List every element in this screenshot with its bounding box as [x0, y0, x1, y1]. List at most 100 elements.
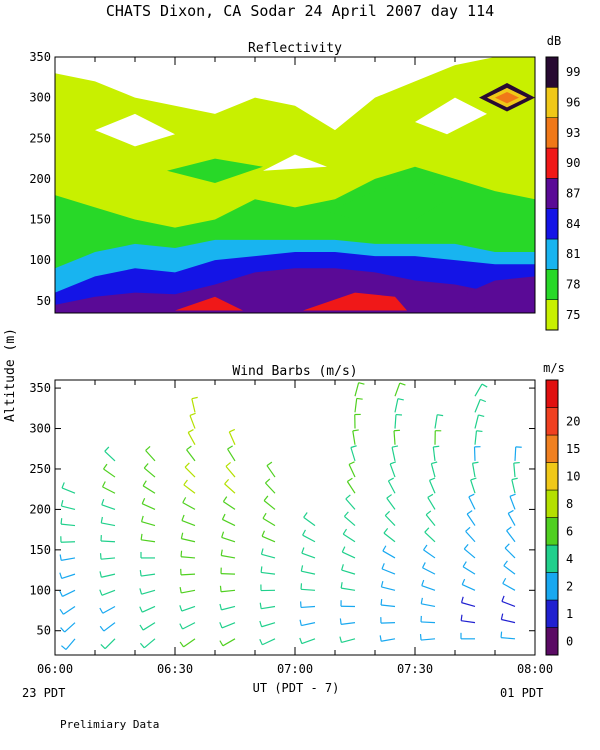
- wind-barb: [383, 532, 396, 543]
- wind-barb: [61, 573, 76, 580]
- wind-barb-flag: [433, 445, 440, 448]
- wind-barb: [466, 513, 476, 526]
- wind-barb: [461, 584, 476, 591]
- wind-barb: [263, 500, 276, 510]
- wind-barb-flag: [502, 577, 507, 584]
- reflectivity-patch-93: [495, 91, 519, 104]
- wind-barb: [344, 515, 356, 527]
- wind-barb: [389, 463, 396, 478]
- wind-barb: [394, 398, 399, 413]
- wind-barb: [61, 523, 76, 527]
- wind-barb-flag: [101, 481, 106, 488]
- wind-barb: [221, 622, 236, 629]
- wind-barb-flag: [437, 414, 444, 417]
- wind-barb: [384, 515, 396, 527]
- wind-barb-flag: [342, 528, 348, 535]
- wind-barb-flag: [500, 631, 503, 638]
- wind-barb: [352, 430, 356, 445]
- wind-barb: [341, 622, 356, 625]
- wind-barb-flag: [221, 531, 225, 538]
- wind-barb: [222, 518, 236, 527]
- wind-barb: [223, 501, 236, 510]
- wind-barb: [225, 465, 236, 478]
- wind-barb-flag: [99, 553, 102, 560]
- wind-barb-flag: [421, 579, 425, 586]
- wind-barb: [261, 605, 276, 610]
- wind-barb: [189, 415, 196, 429]
- wind-barb: [180, 573, 196, 576]
- wind-barb: [141, 589, 156, 595]
- y-tick-label: 200: [29, 502, 51, 516]
- wind-barb: [143, 467, 156, 478]
- wind-barb-flag: [345, 494, 351, 500]
- x-tick-label: 07:00: [277, 662, 313, 676]
- y-tick-label: 100: [29, 583, 51, 597]
- wind-barb-flag: [358, 382, 365, 385]
- wind-barb: [354, 398, 358, 413]
- colorbar-label: 75: [566, 308, 580, 322]
- wind-barb: [474, 399, 481, 413]
- wind-barb-flag: [468, 493, 475, 498]
- wind-barb-flag: [420, 597, 423, 604]
- wind-barb-flag: [261, 530, 266, 537]
- wind-barb: [183, 638, 196, 648]
- wind-barb-flag: [229, 428, 236, 433]
- wind-barb: [381, 568, 396, 575]
- wind-barb: [142, 485, 156, 494]
- wind-barb: [221, 589, 236, 593]
- colorbar-swatch: [545, 407, 559, 436]
- wind-barb: [468, 496, 476, 510]
- wind-barb-flag: [59, 554, 62, 561]
- wind-barb-flag: [419, 634, 422, 641]
- colorbar-swatch: [545, 269, 559, 300]
- wind-barb-flag: [356, 397, 363, 400]
- wind-barb: [428, 480, 436, 494]
- wind-barb-flag: [511, 477, 518, 481]
- wind-barb: [501, 618, 516, 624]
- colorbar-label: 96: [566, 96, 580, 110]
- wind-barb: [421, 585, 436, 591]
- wind-barb-flag: [139, 624, 144, 631]
- wind-barb: [461, 602, 476, 608]
- reflectivity-panel: Reflectivity 50 100 150 200 250 300 350 75 78 81 84…: [29, 34, 580, 331]
- wind-barb-flag: [461, 578, 466, 585]
- wind-barb-flag: [424, 527, 430, 533]
- wind-barb-flag: [179, 641, 185, 648]
- wind-barb-flag: [104, 446, 110, 452]
- reflectivity-patch-90: [303, 292, 407, 311]
- wind-barb: [181, 538, 196, 543]
- wind-barb: [65, 638, 76, 650]
- wind-barb-flag: [259, 639, 263, 645]
- colorbar-label: 87: [566, 187, 580, 201]
- wind-barb-flag: [99, 607, 104, 614]
- colorbar-swatch: [545, 178, 559, 209]
- y-tick-label: 100: [29, 253, 51, 267]
- wind-barb-flag: [388, 477, 395, 482]
- wind-barb: [463, 548, 476, 559]
- colorbar-frame: [545, 56, 559, 331]
- wind-barb: [141, 605, 156, 613]
- right-time-note: 01 PDT: [500, 686, 543, 700]
- colorbar-label: 4: [566, 552, 573, 566]
- reflectivity-gap: [415, 97, 487, 135]
- wind-barb: [141, 539, 156, 543]
- wind-barb-flag: [101, 498, 105, 506]
- y-tick-label: 50: [37, 294, 51, 308]
- reflectivity-gap: [263, 154, 327, 171]
- wind-barb: [391, 447, 396, 462]
- colorbar-swatch: [545, 489, 559, 518]
- wind-barb: [101, 522, 116, 527]
- wind-barb: [101, 557, 116, 560]
- wind-barb: [103, 468, 116, 478]
- reflectivity-patch-90: [175, 296, 243, 311]
- wind-barb-flag: [382, 545, 387, 552]
- colorbar-swatch: [545, 208, 559, 240]
- wind-barb: [261, 622, 276, 628]
- wind-barb-flag: [340, 582, 343, 589]
- wind-barb-flag: [476, 430, 483, 433]
- wind-barb: [262, 517, 276, 527]
- wind-barb: [393, 430, 396, 445]
- wind-barb: [191, 398, 196, 413]
- wind-barb: [301, 570, 316, 575]
